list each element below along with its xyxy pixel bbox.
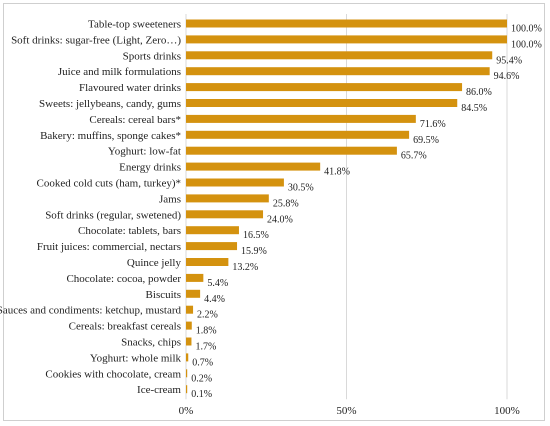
bar	[186, 337, 192, 346]
category-label: Flavoured water drinks	[79, 82, 181, 94]
data-label: 30.5%	[288, 183, 314, 194]
category-label: Soft drinks: sugar-free (Light, Zero…)	[11, 34, 181, 46]
category-label: Sports drinks	[123, 50, 181, 62]
category-label: Sauces and condiments: ketchup, mustard	[0, 305, 181, 317]
bar	[186, 210, 264, 219]
data-label: 16.5%	[243, 230, 269, 241]
category-label: Ice-cream	[137, 384, 181, 396]
category-label: Sweets: jellybeans, candy, gums	[39, 98, 181, 110]
category-label: Snacks, chips	[121, 337, 181, 349]
data-label: 25.8%	[273, 198, 299, 209]
category-label: Cooked cold cuts (ham, turkey)*	[37, 178, 182, 190]
category-label: Quince jelly	[127, 257, 182, 269]
category-label: Cereals: breakfast cereals	[69, 321, 181, 333]
data-label: 24.0%	[267, 214, 293, 225]
data-label: 100.0%	[511, 39, 542, 50]
data-label: 1.7%	[195, 342, 216, 353]
category-label: Cereals: cereal bars*	[89, 114, 181, 126]
category-label: Jams	[159, 193, 181, 205]
data-label: 100.0%	[511, 24, 542, 35]
bar	[186, 385, 188, 394]
data-label: 0.1%	[191, 389, 212, 400]
bar	[186, 114, 416, 123]
category-label: Yoghurt: whole milk	[90, 352, 182, 364]
bar	[186, 99, 458, 107]
data-label: 0.2%	[191, 373, 212, 384]
category-label: Energy drinks	[119, 162, 181, 174]
data-label: 69.5%	[413, 135, 439, 146]
data-label: 15.9%	[241, 246, 267, 257]
bar	[186, 289, 201, 298]
bar	[186, 305, 194, 314]
bar	[186, 321, 192, 330]
x-tick-label: 100%	[494, 405, 520, 417]
data-label: 41.8%	[324, 167, 350, 178]
bar	[186, 35, 507, 44]
bar	[186, 51, 493, 60]
category-label: Yoghurt: low-fat	[108, 146, 181, 158]
category-label: Fruit juices: commercial, nectars	[37, 241, 181, 253]
data-label: 84.5%	[461, 103, 487, 114]
x-tick-label: 50%	[336, 405, 356, 417]
category-label: Biscuits	[146, 289, 181, 301]
data-label: 71.6%	[420, 119, 446, 130]
bar	[186, 258, 229, 266]
category-label: Bakery: muffins, sponge cakes*	[40, 130, 181, 142]
bar	[186, 242, 238, 251]
bar	[186, 226, 239, 235]
bar	[186, 162, 321, 171]
data-label: 0.7%	[192, 357, 213, 368]
data-label: 13.2%	[232, 262, 258, 273]
data-label: 4.4%	[204, 294, 225, 305]
data-label: 5.4%	[207, 278, 228, 289]
x-tick-label: 0%	[179, 405, 194, 417]
bar	[186, 67, 490, 76]
bar	[186, 369, 188, 378]
bar	[186, 273, 204, 282]
bar	[186, 146, 397, 155]
category-label: Table-top sweeteners	[88, 19, 181, 31]
bar	[186, 178, 284, 187]
data-label: 65.7%	[401, 151, 427, 162]
category-label: Chocolate: tablets, bars	[78, 225, 181, 237]
data-label: 94.6%	[494, 71, 520, 82]
category-label: Soft drinks (regular, swetened)	[45, 209, 181, 221]
category-label: Cookies with chocolate, cream	[45, 368, 181, 380]
bar	[186, 353, 189, 362]
bar	[186, 194, 269, 203]
bar	[186, 130, 410, 139]
data-label: 1.8%	[196, 326, 217, 337]
data-label: 86.0%	[466, 87, 492, 98]
category-label: Chocolate: cocoa, powder	[66, 273, 181, 285]
data-label: 95.4%	[496, 55, 522, 66]
category-label: Juice and milk formulations	[58, 66, 181, 78]
bar	[186, 83, 463, 92]
data-label: 2.2%	[197, 310, 218, 321]
bar	[186, 19, 507, 28]
